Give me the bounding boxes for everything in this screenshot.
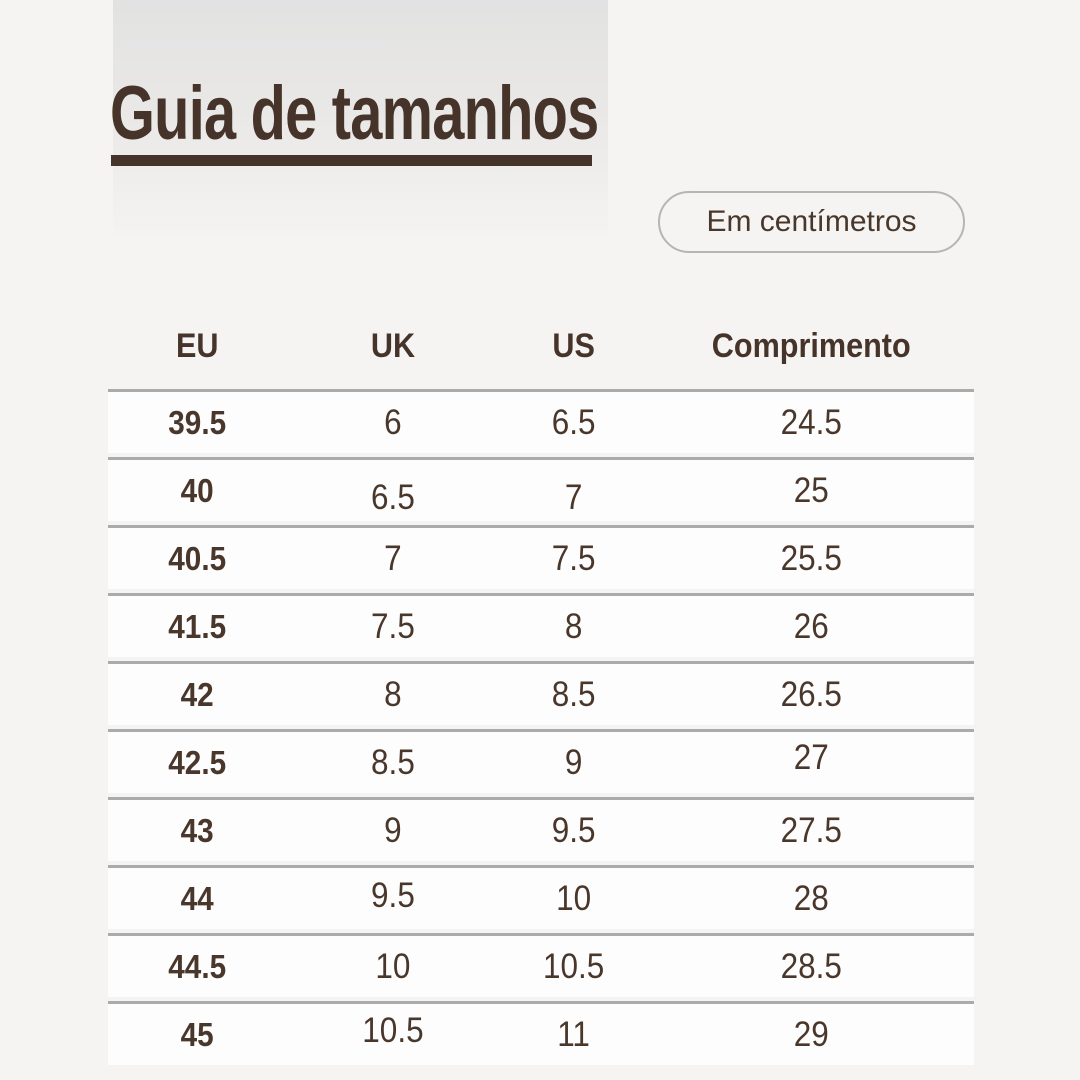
cell-uk: 10 <box>375 946 411 986</box>
cell-uk: 6 <box>384 402 403 442</box>
table-row: 42 8 8.5 26.5 <box>108 661 974 725</box>
table-row: 45 10.5 11 29 <box>108 1001 974 1065</box>
table-row: 44 9.5 10 28 <box>108 865 974 929</box>
cell-comprimento: 28 <box>793 878 829 918</box>
cell-uk: 9 <box>384 810 403 850</box>
cell-comprimento: 27 <box>793 737 829 777</box>
column-header-eu: EU <box>175 327 219 365</box>
cell-eu: 41.5 <box>168 607 227 645</box>
cell-comprimento: 25.5 <box>780 538 842 578</box>
cell-eu: 40 <box>180 471 214 509</box>
unit-pill-label: Em centímetros <box>706 205 917 238</box>
cell-us: 8.5 <box>551 674 596 714</box>
table-row: 39.5 6 6.5 24.5 <box>108 389 974 453</box>
cell-uk: 10.5 <box>362 1010 424 1050</box>
cell-comprimento: 27.5 <box>780 810 842 850</box>
cell-uk: 7 <box>384 538 403 578</box>
title-underline <box>111 155 592 166</box>
cell-us: 6.5 <box>551 402 596 442</box>
cell-us: 9 <box>565 742 583 782</box>
cell-us: 7 <box>565 477 583 517</box>
cell-us: 11 <box>557 1014 591 1054</box>
cell-eu: 43 <box>180 811 214 849</box>
table-row: 41.5 7.5 8 26 <box>108 593 974 657</box>
column-header-uk: UK <box>371 327 416 365</box>
cell-uk: 8 <box>384 674 403 714</box>
cell-eu: 44 <box>180 879 214 917</box>
cell-us: 10 <box>556 878 592 918</box>
unit-toggle-pill[interactable]: Em centímetros <box>658 191 965 253</box>
column-header-us: US <box>552 327 596 365</box>
cell-uk: 9.5 <box>371 875 416 915</box>
cell-us: 8 <box>565 606 583 646</box>
size-table-body: 39.5 6 6.5 24.5 40 6.5 7 25 40.5 7 7.5 2… <box>108 389 974 1065</box>
cell-uk: 7.5 <box>371 606 416 646</box>
cell-us: 7.5 <box>551 538 596 578</box>
cell-comprimento: 26 <box>793 606 829 646</box>
table-row: 42.5 8.5 9 27 <box>108 729 974 793</box>
cell-eu: 42 <box>180 675 214 713</box>
cell-uk: 8.5 <box>371 742 416 782</box>
cell-comprimento: 25 <box>793 470 829 510</box>
column-header-comprimento: Comprimento <box>711 327 911 365</box>
table-row: 40.5 7 7.5 25.5 <box>108 525 974 589</box>
cell-comprimento: 26.5 <box>780 674 842 714</box>
table-row: 44.5 10 10.5 28.5 <box>108 933 974 997</box>
table-row: 40 6.5 7 25 <box>108 457 974 521</box>
cell-us: 9.5 <box>551 810 596 850</box>
size-table: EU UK US Comprimento 39.5 6 6.5 24.5 40 … <box>108 308 974 1065</box>
table-row: 43 9 9.5 27.5 <box>108 797 974 861</box>
cell-eu: 40.5 <box>168 539 227 577</box>
size-table-header-row: EU UK US Comprimento <box>108 308 974 385</box>
cell-eu: 39.5 <box>168 403 227 441</box>
cell-comprimento: 24.5 <box>780 402 842 442</box>
cell-uk: 6.5 <box>371 477 416 517</box>
cell-comprimento: 29 <box>793 1014 829 1054</box>
cell-comprimento: 28.5 <box>780 946 842 986</box>
cell-eu: 44.5 <box>168 947 227 985</box>
header-gradient-band <box>113 0 608 245</box>
cell-eu: 42.5 <box>168 743 227 781</box>
page-title: Guia de tamanhos <box>110 71 599 156</box>
cell-us: 10.5 <box>543 946 605 986</box>
cell-eu: 45 <box>180 1015 214 1053</box>
